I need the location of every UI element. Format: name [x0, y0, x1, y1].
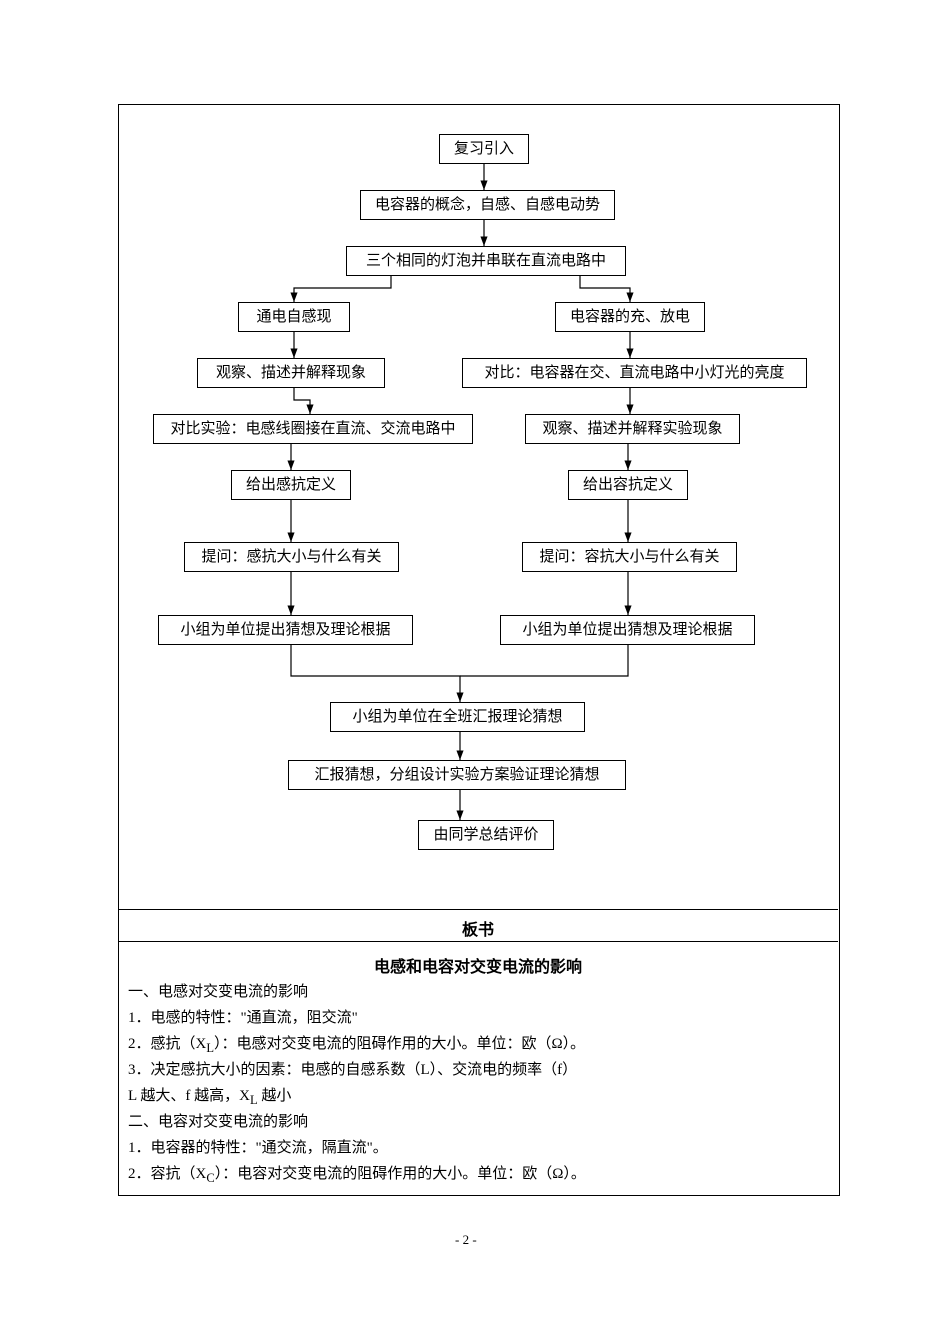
flow-node-n14: 小组为单位提出猜想及理论根据 [158, 615, 413, 645]
flow-node-n13: 提问：容抗大小与什么有关 [522, 542, 737, 572]
flow-node-n16: 小组为单位在全班汇报理论猜想 [330, 702, 585, 732]
board-section-label: 板书 [118, 916, 838, 940]
flow-node-n11: 给出容抗定义 [568, 470, 688, 500]
flow-node-n12: 提问：感抗大小与什么有关 [184, 542, 399, 572]
board-line-7: 2．容抗（XC）：电容对交变电流的阻碍作用的大小。单位：欧（Ω）。 [128, 1162, 586, 1186]
board-line-6: 1．电容器的特性："通交流，隔直流"。 [128, 1136, 388, 1157]
flow-node-n3: 三个相同的灯泡并串联在直流电路中 [346, 246, 626, 276]
flow-node-n1: 复习引入 [439, 134, 529, 164]
board-line-1: 1．电感的特性："通直流，阻交流" [128, 1006, 358, 1027]
divider-line [118, 909, 838, 910]
board-line-0: 一、电感对交变电流的影响 [128, 980, 308, 1001]
flow-node-n17: 汇报猜想，分组设计实验方案验证理论猜想 [288, 760, 626, 790]
flow-node-n4: 通电自感现 [238, 302, 350, 332]
flow-node-n2: 电容器的概念，自感、自感电动势 [360, 190, 615, 220]
board-line-4: L 越大、f 越高，XL 越小 [128, 1084, 291, 1108]
flow-node-n9: 观察、描述并解释实验现象 [525, 414, 740, 444]
page: 复习引入电容器的概念，自感、自感电动势三个相同的灯泡并串联在直流电路中通电自感现… [0, 0, 945, 1337]
board-title: 电感和电容对交变电流的影响 [118, 953, 838, 977]
flow-node-n5: 电容器的充、放电 [555, 302, 705, 332]
board-line-2: 2．感抗（XL）：电感对交变电流的阻碍作用的大小。单位：欧（Ω）。 [128, 1032, 585, 1056]
flow-node-n6: 观察、描述并解释现象 [197, 358, 385, 388]
flow-node-n10: 给出感抗定义 [231, 470, 351, 500]
board-line-3: 3．决定感抗大小的因素：电感的自感系数（L）、交流电的频率（f） [128, 1058, 577, 1079]
flow-node-n18: 由同学总结评价 [418, 820, 554, 850]
flow-node-n8: 对比实验：电感线圈接在直流、交流电路中 [153, 414, 473, 444]
flow-node-n7: 对比：电容器在交、直流电路中小灯光的亮度 [462, 358, 807, 388]
flow-node-n15: 小组为单位提出猜想及理论根据 [500, 615, 755, 645]
page-number: - 2 - [455, 1232, 477, 1248]
board-line-5: 二、电容对交变电流的影响 [128, 1110, 308, 1131]
section-header-bottom-line [118, 941, 838, 942]
